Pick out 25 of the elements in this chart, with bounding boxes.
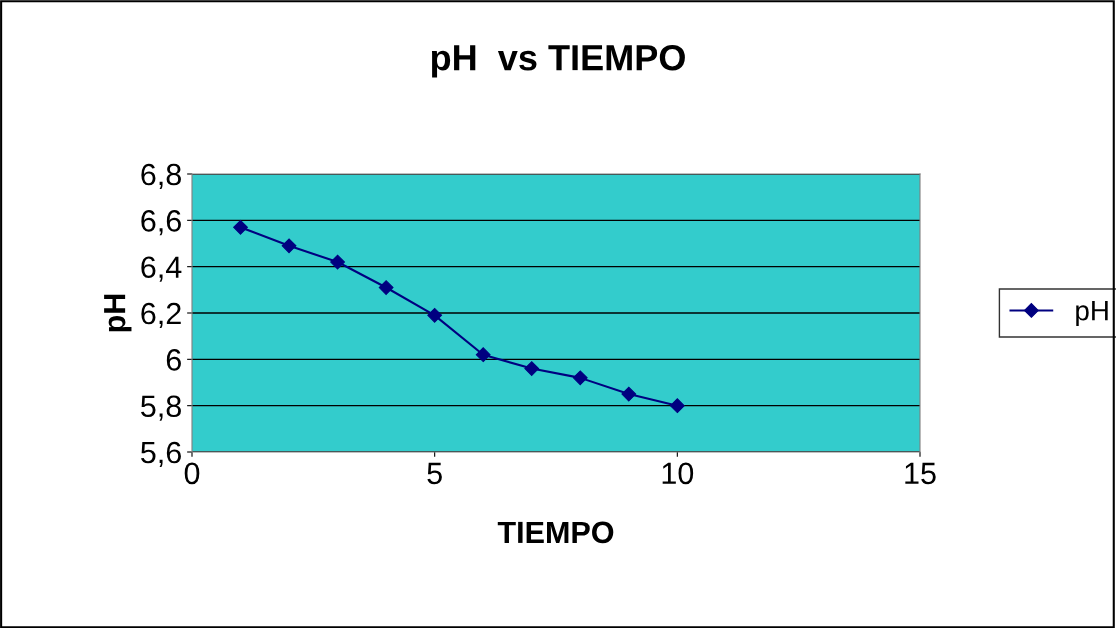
point — [233, 219, 248, 235]
chart-title: pH vs TIEMPO — [431, 44, 685, 78]
y-tick-label: 6,8 — [141, 163, 181, 189]
point — [281, 238, 297, 254]
x-tick-label: 0 — [184, 462, 200, 485]
x-axis-title: TIEMPO — [497, 521, 614, 544]
point — [427, 307, 443, 323]
y-tick-label: 5,8 — [141, 395, 181, 421]
y-tick-label: 6,4 — [141, 256, 182, 282]
point — [524, 361, 540, 376]
legend-label: pH — [1076, 301, 1108, 326]
point — [669, 398, 685, 414]
y-tick-label: 5,6 — [141, 441, 181, 467]
x-tick-label: 5 — [427, 462, 442, 485]
point — [330, 254, 345, 270]
point — [378, 280, 394, 295]
x-tick-label: 15 — [905, 462, 936, 485]
y-tick-label: 6,2 — [141, 302, 181, 328]
point — [572, 370, 588, 386]
y-tick-label: 6 — [166, 349, 181, 371]
point — [621, 386, 637, 402]
point — [475, 347, 491, 363]
y-axis-title: pH — [104, 294, 132, 332]
y-tick-label: 6,6 — [141, 210, 181, 236]
x-tick-label: 10 — [662, 462, 694, 485]
